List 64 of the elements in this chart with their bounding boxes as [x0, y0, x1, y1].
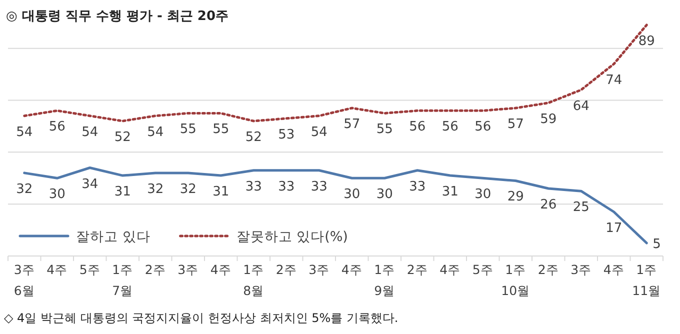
data-label: 32: [147, 182, 164, 197]
x-tick-label: 2주: [144, 262, 166, 277]
x-tick-label: 1주 8월: [243, 262, 264, 298]
data-label: 30: [376, 187, 393, 202]
data-label: 56: [409, 120, 426, 135]
data-label: 52: [114, 130, 131, 146]
data-label: 56: [48, 120, 66, 135]
data-label: 56: [442, 120, 458, 135]
data-label: 29: [507, 190, 524, 205]
data-label: 33: [245, 179, 262, 194]
x-tick-label: 3주 6월: [14, 262, 35, 298]
data-label: 30: [474, 187, 492, 202]
x-tick-label: 1주 7월: [112, 262, 134, 298]
data-label: 33: [310, 179, 328, 194]
x-tick-label: 3주: [308, 262, 330, 277]
x-tick-label: 4주: [603, 262, 624, 277]
chart-title: ◎ 대통령 직무 수행 평가 - 최근 20주: [6, 9, 229, 24]
x-tick-label: 1주 10월: [501, 262, 530, 298]
data-label: 32: [180, 182, 196, 197]
data-label: 30: [344, 187, 360, 202]
text: ◇ 4일 박근혜 대통령의 국정지지율이 헌정사상 최저치인 5%를 기록했다.: [4, 311, 398, 325]
legend-label: 잘하고 있다: [76, 229, 150, 245]
data-label: 5: [652, 237, 661, 252]
data-label: 32: [16, 182, 33, 197]
data-label: 52: [245, 130, 262, 146]
data-label: 25: [572, 200, 590, 216]
data-label: 26: [540, 198, 557, 213]
x-tick-label: 4주: [210, 262, 232, 277]
data-label: 54: [147, 124, 164, 140]
data-label: 33: [409, 179, 426, 194]
data-label: 89: [638, 34, 655, 49]
data-label: 64: [572, 98, 590, 114]
data-label: 56: [474, 120, 492, 135]
legend-label: 잘못하고 있다(%): [236, 229, 348, 245]
data-label: 57: [507, 117, 524, 132]
data-label: 31: [212, 184, 230, 200]
x-tick-label: 3주: [178, 262, 199, 277]
data-label: 54: [16, 124, 33, 140]
data-label: 55: [376, 122, 393, 138]
x-tick-label: 5주: [472, 262, 494, 277]
data-label: 57: [344, 117, 360, 132]
data-label: 30: [48, 187, 66, 202]
x-tick-label: 2주: [538, 262, 559, 277]
data-label: 53: [278, 127, 295, 142]
data-label: 59: [540, 112, 557, 127]
x-tick-label: 2주: [406, 262, 428, 277]
data-label: 34: [82, 176, 98, 192]
data-label: 74: [606, 72, 622, 88]
data-label: 31: [114, 184, 131, 200]
x-tick-label: 4주: [341, 262, 362, 277]
x-tick-label: 1주 11월: [632, 262, 662, 298]
x-tick-label: 4주: [46, 262, 68, 277]
x-tick-label: 2주: [276, 262, 297, 277]
x-tick-label: 3주: [570, 262, 592, 277]
x-tick-label: 5주: [79, 262, 100, 277]
data-label: 33: [278, 179, 295, 194]
data-label: 31: [442, 184, 458, 200]
data-label: 54: [310, 124, 328, 140]
data-label: 55: [180, 122, 196, 138]
data-label: 17: [606, 220, 622, 236]
x-tick-label: 1주 9월: [374, 262, 396, 298]
x-tick-label: 4주: [440, 262, 461, 277]
data-label: 54: [82, 124, 98, 140]
data-label: 55: [212, 122, 230, 138]
